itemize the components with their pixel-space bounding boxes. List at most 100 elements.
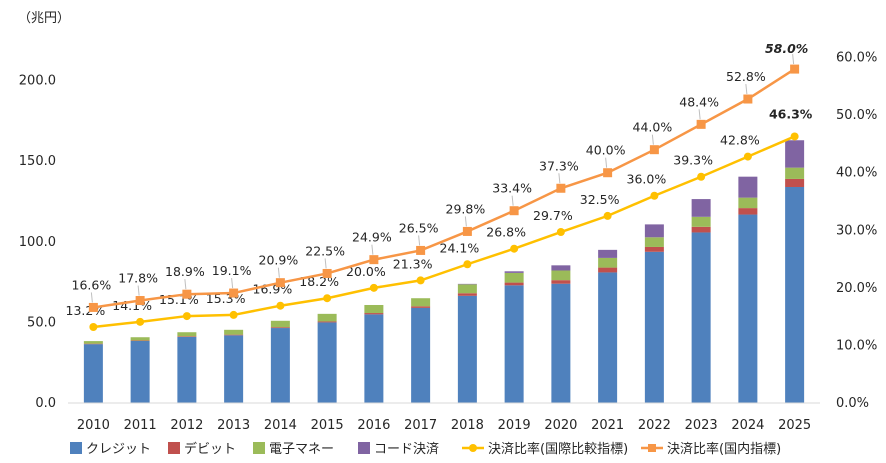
line-marker	[229, 310, 238, 319]
line-marker	[416, 276, 425, 285]
line-marker	[135, 296, 145, 306]
data-label: 18.9%	[165, 264, 205, 279]
x-tick-label: 2025	[778, 418, 811, 433]
bar-segment	[411, 307, 431, 403]
data-label: 20.9%	[259, 253, 299, 268]
legend-label: 電子マネー	[269, 442, 334, 457]
x-tick-label: 2010	[77, 418, 110, 433]
x-tick-label: 2014	[264, 418, 297, 433]
bar-segment	[224, 334, 244, 336]
data-label: 36.0%	[627, 172, 667, 187]
bar-segment	[177, 332, 197, 337]
data-label: 21.3%	[393, 256, 433, 271]
bar-segment	[504, 282, 524, 286]
bar-segment	[177, 336, 197, 337]
y2-tick-label: 60.0%	[836, 51, 877, 66]
y2-tick-label: 40.0%	[836, 166, 877, 181]
bar-segment	[270, 328, 290, 403]
label-leader-line	[418, 235, 421, 246]
line-marker	[323, 294, 332, 303]
bar-segment	[738, 176, 758, 198]
line-marker	[275, 278, 285, 288]
legend-label: コード決済	[374, 441, 439, 457]
y-axis-unit-label: （兆円）	[18, 11, 70, 26]
line-marker	[369, 283, 378, 292]
bar-segment	[130, 340, 150, 403]
line-marker	[276, 301, 285, 310]
y-tick-label: 0.0	[35, 396, 56, 411]
bar-segment	[598, 272, 618, 403]
y-tick-label: 50.0	[27, 315, 56, 330]
line-marker	[743, 152, 752, 161]
y-tick-label: 100.0	[19, 235, 56, 250]
bars-group	[83, 140, 805, 403]
bar-segment	[270, 320, 290, 328]
data-label: 19.1%	[212, 263, 252, 278]
bar-segment	[644, 224, 664, 238]
bar-segment	[738, 214, 758, 403]
series-line	[93, 135, 796, 329]
y2-tick-label: 20.0%	[836, 281, 877, 296]
data-label: 33.4%	[492, 181, 532, 196]
line-marker	[182, 289, 192, 299]
line-marker	[462, 226, 472, 236]
bar-segment	[598, 257, 618, 268]
bar-segment	[598, 267, 618, 273]
line-marker	[463, 260, 472, 269]
line-marker	[603, 211, 612, 220]
x-tick-label: 2011	[124, 418, 157, 433]
bar-segment	[551, 283, 571, 403]
bar-segment	[364, 304, 384, 314]
legend-swatch	[168, 442, 180, 454]
line-marker	[509, 206, 519, 216]
bar-segment	[83, 344, 103, 403]
y-tick-label: 150.0	[19, 154, 56, 169]
line-marker	[649, 145, 659, 155]
bar-segment	[83, 341, 103, 344]
bar-segment	[457, 284, 477, 294]
data-label: 17.8%	[118, 271, 158, 286]
data-label: 22.5%	[305, 243, 345, 258]
line-marker	[650, 191, 659, 200]
data-label: 24.9%	[352, 230, 392, 245]
bar-segment	[411, 306, 431, 308]
data-label: 16.6%	[72, 277, 112, 292]
data-label: 20.0%	[346, 264, 386, 279]
bar-segment	[644, 237, 664, 247]
data-label: 39.3%	[673, 153, 713, 168]
data-label: 26.5%	[399, 220, 439, 235]
line-marker	[790, 64, 800, 74]
data-label: 44.0%	[633, 120, 673, 135]
bar-segment	[551, 265, 571, 271]
line-marker	[88, 302, 98, 312]
data-label: 24.1%	[440, 240, 480, 255]
bar-segment	[270, 327, 290, 329]
x-tick-label: 2012	[170, 418, 203, 433]
x-tick-label: 2013	[217, 418, 250, 433]
bar-segment	[177, 336, 197, 403]
data-label: 29.7%	[533, 208, 573, 223]
bar-segment	[738, 208, 758, 215]
data-label: 46.3%	[769, 106, 813, 121]
label-leader-line	[605, 157, 608, 168]
legend-swatch	[358, 442, 370, 454]
line-marker	[89, 323, 98, 332]
y-tick-label: 200.0	[19, 74, 56, 89]
legend-marker	[648, 444, 656, 452]
label-leader-line	[464, 216, 467, 227]
data-label: 18.2%	[299, 274, 339, 289]
label-leader-line	[324, 258, 327, 269]
line-marker	[697, 172, 706, 181]
data-label: 52.8%	[726, 69, 766, 84]
bar-segment	[317, 313, 337, 322]
legend-label: 決済比率(国際比較指標)	[488, 441, 628, 457]
label-leader-line	[277, 267, 280, 278]
line-marker	[556, 228, 565, 237]
data-label: 29.8%	[446, 201, 486, 216]
x-tick-label: 2017	[404, 418, 437, 433]
line-marker	[136, 317, 145, 326]
bar-segment	[644, 251, 664, 403]
line-marker	[416, 245, 426, 255]
bar-segment	[738, 197, 758, 209]
